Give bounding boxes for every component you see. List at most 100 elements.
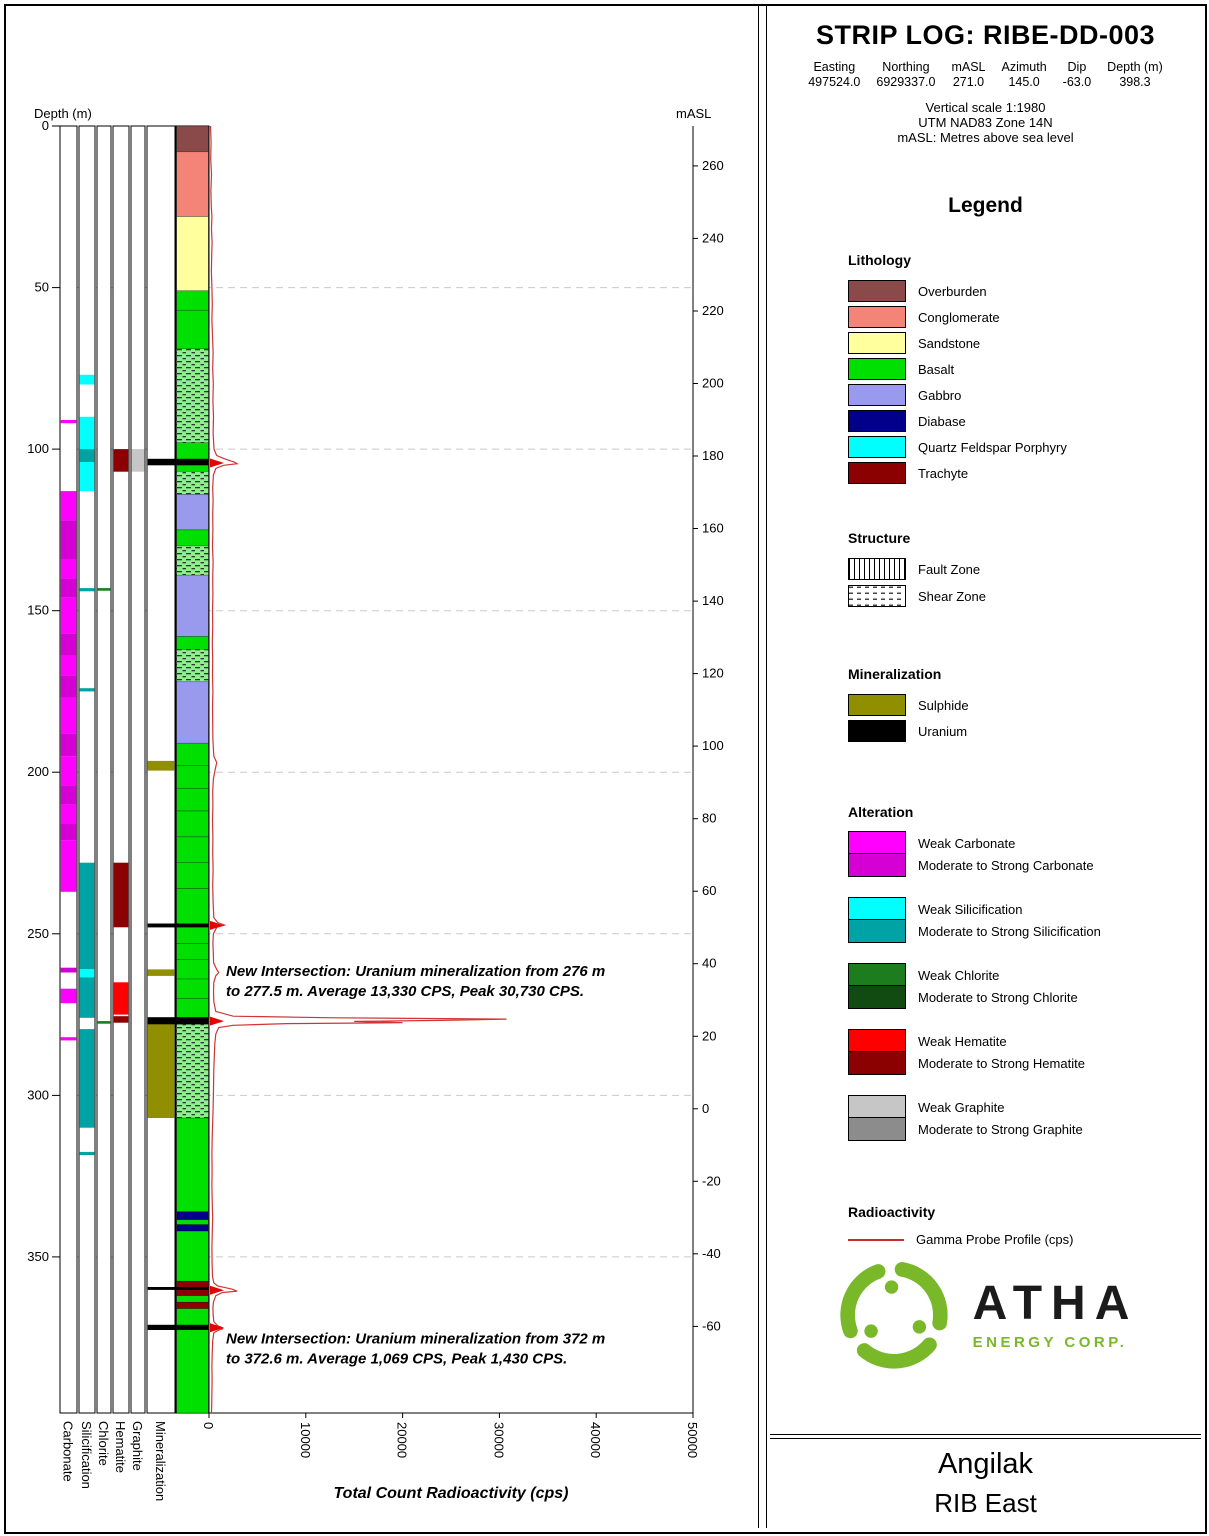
legend-item-lithology: Basalt	[848, 358, 1193, 380]
depth-tick-label: 250	[27, 926, 49, 941]
uranium-intervals	[147, 458, 209, 1330]
carbonate-interval	[60, 785, 77, 805]
masl-tick-label: -60	[702, 1318, 721, 1333]
meta-easting: Easting 497524.0	[808, 60, 861, 89]
masl-tick-label: 240	[702, 230, 724, 245]
hematite-intervals	[113, 449, 129, 1023]
carbonate-interval	[60, 520, 77, 559]
carbonate-strong-swatch	[848, 853, 906, 877]
hematite-weak-swatch	[848, 1029, 906, 1053]
depth-axis: Depth (m)0 50 100 150 200 250 300 350	[27, 106, 92, 1264]
column-label: Hematite	[113, 1421, 128, 1473]
graphite-interval	[131, 449, 145, 472]
legend-item-mineralization: Uranium	[848, 720, 1193, 742]
lithology-interval	[176, 216, 209, 292]
carbonate-interval	[60, 633, 77, 656]
lithology-interval	[176, 1117, 209, 1212]
graphite-column	[130, 125, 146, 1414]
hematite-column	[112, 125, 130, 1414]
strip-log-page: Depth (m) 0 50 100 150 200 250 300 350 mASL 260 240…	[4, 4, 1207, 1534]
intersection-arrow	[210, 1016, 224, 1026]
carbonate-interval	[60, 697, 77, 734]
masl-tick-label: 80	[702, 811, 716, 826]
graphite-intervals	[131, 449, 145, 472]
alteration-weak-row: Weak Chlorite	[848, 963, 1193, 987]
shear-zone-overlay	[176, 546, 209, 576]
silicification-interval	[79, 462, 95, 492]
alteration-strong-row: Moderate to Strong Graphite	[848, 1117, 1193, 1141]
atha-logo-mark	[839, 1262, 948, 1369]
silicification-interval	[79, 969, 95, 978]
uranium-interval	[147, 1324, 209, 1330]
gamma-tick-label: 40000	[588, 1422, 603, 1458]
chlorite-weak-swatch	[848, 963, 906, 987]
carbonate-interval	[60, 578, 77, 598]
gamma-tick-label: 50000	[685, 1422, 700, 1458]
trachyte-swatch	[848, 462, 906, 484]
masl-tick-label: 140	[702, 593, 724, 608]
masl-tick-label: 60	[702, 883, 716, 898]
alteration-pair-hematite: Weak Hematite Moderate to Strong Hematite	[848, 1029, 1193, 1075]
hematite-strong-swatch	[848, 1051, 906, 1075]
masl-tick-label: 180	[702, 448, 724, 463]
conglomerate-swatch	[848, 306, 906, 328]
quartz-feldspar-porphyry-swatch	[848, 436, 906, 458]
lithology-interval	[176, 574, 209, 637]
depth-tick-label: 200	[27, 764, 49, 779]
uranium-interval	[147, 458, 209, 466]
lithology-interval	[176, 529, 209, 547]
masl-tick-label: 260	[702, 158, 724, 173]
column-label: Mineralization	[153, 1421, 168, 1501]
meta-northing: Northing 6929337.0	[876, 60, 936, 89]
silicification-interval	[79, 416, 95, 450]
alteration-weak-row: Weak Carbonate	[848, 831, 1193, 855]
meta-dip: Dip -63.0	[1062, 60, 1092, 89]
gamma-arrows	[210, 458, 224, 1333]
lithology-interval	[176, 959, 209, 980]
silicification-interval	[79, 588, 95, 592]
alteration-strong-row: Moderate to Strong Silicification	[848, 919, 1193, 943]
carbonate-interval	[60, 733, 77, 757]
intersection-arrow	[210, 1323, 224, 1333]
hematite-interval	[113, 982, 129, 1015]
alteration-heading: Alteration	[848, 804, 914, 820]
alteration-pair-carbonate: Weak Carbonate Moderate to Strong Carbona…	[848, 831, 1193, 877]
depth-tick-label: 300	[27, 1087, 49, 1102]
depth-tick-label: 50	[35, 280, 49, 295]
carbonate-interval	[60, 597, 77, 634]
lithology-interval	[176, 1219, 209, 1225]
carbonate-interval	[60, 823, 77, 841]
carbonate-interval	[60, 559, 77, 579]
sulphide-interval	[147, 969, 175, 976]
gamma-tick-label: 30000	[491, 1422, 506, 1458]
legend-section-radioactivity: Radioactivity Gamma Probe Profile (cps)	[848, 1204, 1193, 1251]
legend-section-mineralization: Mineralization Sulphide Uranium	[848, 666, 1193, 746]
lithology-legend-items: Overburden Conglomerate Sandstone Basalt Gab…	[848, 280, 1193, 484]
lithology-interval	[176, 1230, 209, 1282]
legend-item-structure: Shear Zone	[848, 585, 1193, 607]
gamma-tick-label: 0	[201, 1422, 216, 1429]
overburden-swatch	[848, 280, 906, 302]
logo-name: ATHA	[972, 1276, 1139, 1330]
shear-zone-overlay	[176, 471, 209, 495]
legend-panel: STRIP LOG: RIBE-DD-003 Easting 497524.0 No…	[770, 6, 1201, 1528]
alteration-pair-graphite: Weak Graphite Moderate to Strong Graphite	[848, 1095, 1193, 1141]
legend-item-radioactivity: Gamma Probe Profile (cps)	[848, 1232, 1193, 1247]
lithology-interval	[176, 836, 209, 863]
column-label: Carbonate	[61, 1421, 76, 1482]
legend-item-lithology: Conglomerate	[848, 306, 1193, 328]
uranium-interval	[147, 923, 209, 928]
annotation-line: to 277.5 m. Average 13,330 CPS, Peak 30,…	[226, 983, 584, 1000]
carbonate-interval	[60, 491, 77, 521]
carbonate-interval	[60, 804, 77, 824]
masl-tick-label: 120	[702, 666, 724, 681]
mineralization-legend-items: Sulphide Uranium	[848, 694, 1193, 742]
intersection-arrow	[210, 920, 224, 930]
lithology-interval	[176, 309, 209, 350]
lithology-interval	[176, 1295, 209, 1303]
lithology-interval	[176, 681, 209, 744]
chlorite-column	[96, 125, 112, 1414]
silicification-column	[78, 125, 96, 1414]
gamma-axis-title: Total Count Radioactivity (cps)	[334, 1485, 569, 1502]
hematite-interval	[113, 1016, 129, 1023]
